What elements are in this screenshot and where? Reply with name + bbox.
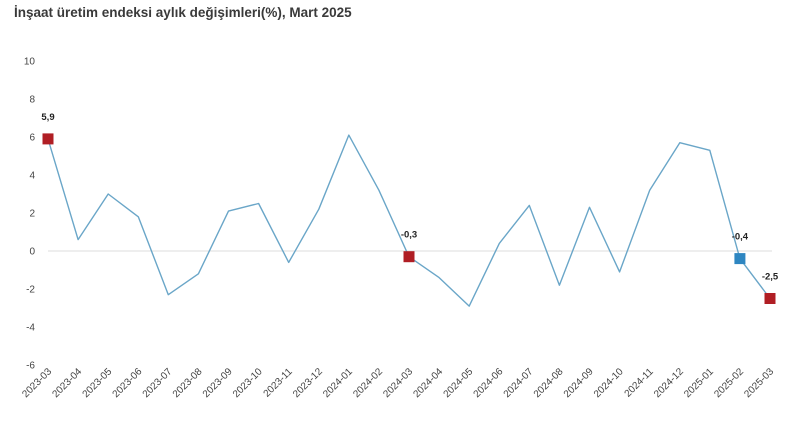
highlight-marker	[734, 253, 746, 265]
x-tick-label: 2023-10	[231, 366, 265, 400]
x-tick-label: 2025-03	[742, 366, 776, 400]
x-tick-label: 2024-06	[472, 366, 506, 400]
y-tick-label: -6	[26, 361, 35, 372]
x-tick-label: 2024-05	[442, 366, 476, 400]
x-tick-label: 2024-10	[592, 366, 626, 400]
x-tick-label: 2023-05	[81, 366, 115, 400]
x-tick-label: 2023-08	[171, 366, 205, 400]
data-label: 5,9	[41, 112, 54, 123]
y-tick-label: -4	[26, 323, 35, 334]
y-tick-label: 0	[29, 247, 35, 258]
x-tick-label: 2024-12	[652, 366, 686, 400]
series-line	[47, 134, 771, 307]
data-label: -0,4	[732, 232, 749, 243]
chart-title: İnşaat üretim endeksi aylık değişimleri(…	[14, 5, 352, 20]
y-tick-label: -2	[26, 285, 35, 296]
y-tick-label: 8	[29, 95, 35, 106]
y-tick-label: 4	[29, 171, 35, 182]
x-tick-label: 2023-06	[111, 366, 145, 400]
x-tick-label: 2025-01	[682, 366, 716, 400]
highlight-marker	[764, 293, 776, 304]
data-label: -2,5	[762, 272, 779, 283]
data-label: -0,3	[401, 230, 417, 241]
x-tick-label: 2024-09	[562, 366, 596, 400]
x-tick-label: 2024-11	[623, 366, 657, 400]
x-tick-label: 2024-04	[411, 366, 445, 400]
x-tick-label: 2024-01	[321, 366, 355, 400]
y-tick-label: 10	[24, 57, 36, 68]
y-tick-label: 2	[29, 209, 35, 220]
x-tick-label: 2024-07	[502, 366, 536, 400]
highlight-marker	[42, 133, 54, 145]
x-tick-label: 2023-12	[291, 366, 325, 400]
x-tick-label: 2023-07	[141, 366, 175, 400]
x-tick-label: 2023-04	[50, 366, 84, 400]
x-tick-label: 2024-03	[381, 366, 415, 400]
x-tick-label: 2024-02	[351, 366, 385, 400]
x-tick-label: 2025-02	[712, 366, 746, 400]
x-tick-label: 2023-09	[201, 366, 235, 400]
highlight-marker	[403, 251, 415, 263]
x-tick-label: 2024-08	[532, 366, 566, 400]
y-tick-label: 6	[29, 133, 35, 144]
x-tick-label: 2023-11	[262, 366, 296, 400]
